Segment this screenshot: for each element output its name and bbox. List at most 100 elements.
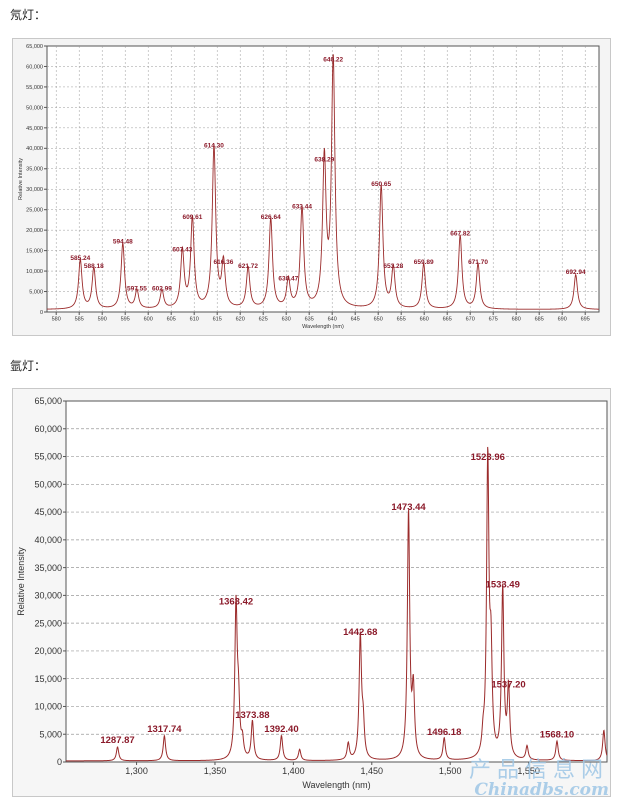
argon-chart-svg: 0 5,000 10,000 15,000 20,000 25,000 30,000 35,0… xyxy=(16,396,608,790)
argon-y-tick-label: 60,000 xyxy=(34,424,62,434)
neon-y-tick-label: 25,000 xyxy=(26,208,43,214)
neon-peak-label: 594.48 xyxy=(113,239,133,246)
neon-x-tick-label: 595 xyxy=(121,317,130,323)
argon-y-axis-label: Relative Intensity xyxy=(16,547,26,616)
argon-x-tick-label: 1,450 xyxy=(361,766,384,776)
neon-chart: 0 5,000 10,000 15,000 20,000 25,000 30,000 35,0… xyxy=(12,38,611,336)
neon-x-tick-label: 620 xyxy=(236,317,245,323)
neon-y-tick-label: 15,000 xyxy=(26,249,43,255)
neon-y-tick-label: 65,000 xyxy=(26,44,43,50)
argon-peak-label: 1363.42 xyxy=(219,596,253,607)
neon-peak-label: 653.28 xyxy=(383,263,403,270)
neon-x-tick-label: 585 xyxy=(75,317,84,323)
neon-y-tick-label: 60,000 xyxy=(26,64,43,70)
neon-y-tick-label: 45,000 xyxy=(26,126,43,132)
neon-x-tick-label: 610 xyxy=(190,317,199,323)
argon-peak-label: 1442.68 xyxy=(343,627,377,638)
argon-plot-area xyxy=(65,400,608,763)
argon-peak-label: 1537.20 xyxy=(491,680,525,691)
neon-y-tick-label: 10,000 xyxy=(26,269,43,275)
neon-heading: 氖灯： xyxy=(10,8,47,22)
neon-peak-label: 633.44 xyxy=(292,204,312,211)
argon-y-tick-label: 35,000 xyxy=(34,563,62,573)
neon-x-tick-label: 665 xyxy=(443,317,452,323)
neon-peak-label: 650.65 xyxy=(371,181,391,188)
argon-peak-label: 1392.40 xyxy=(264,724,298,735)
neon-x-tick-label: 650 xyxy=(374,317,383,323)
argon-x-tick-label: 1,300 xyxy=(125,766,148,776)
neon-peak-label: 692.94 xyxy=(566,269,586,276)
argon-x-tick-label: 1,500 xyxy=(439,766,462,776)
neon-y-tick-label: 0 xyxy=(40,310,43,316)
argon-y-tick-label: 0 xyxy=(57,757,62,767)
neon-peak-label: 616.36 xyxy=(214,259,234,266)
argon-y-tick-label: 5,000 xyxy=(39,729,62,739)
neon-peak-label: 621.72 xyxy=(238,263,258,270)
neon-y-tick-label: 50,000 xyxy=(26,105,43,111)
neon-x-tick-label: 670 xyxy=(466,317,475,323)
neon-peak-label: 607.43 xyxy=(172,247,192,254)
argon-y-tick-label: 15,000 xyxy=(34,674,62,684)
neon-x-tick-label: 615 xyxy=(213,317,222,323)
neon-peak-label: 585.24 xyxy=(70,255,90,262)
neon-x-tick-label: 635 xyxy=(305,317,314,323)
argon-chart: 0 5,000 10,000 15,000 20,000 25,000 30,000 35,0… xyxy=(12,388,611,797)
neon-x-tick-label: 680 xyxy=(512,317,521,323)
argon-y-tick-label: 10,000 xyxy=(34,702,62,712)
argon-peak-label: 1373.88 xyxy=(235,710,269,721)
neon-peak-label: 614.30 xyxy=(204,142,224,149)
argon-y-tick-label: 30,000 xyxy=(34,591,62,601)
argon-y-tick-label: 55,000 xyxy=(34,452,62,462)
argon-y-tick-label: 20,000 xyxy=(34,646,62,656)
watermark-en: Chinadbs.com xyxy=(474,780,609,800)
neon-x-axis-label: Wavelength (nm) xyxy=(302,324,344,330)
neon-x-tick-label: 695 xyxy=(581,317,590,323)
argon-peak-label: 1287.87 xyxy=(100,735,134,746)
argon-peak-label: 1523.96 xyxy=(471,452,505,463)
argon-spectrum-line xyxy=(66,446,607,762)
neon-y-tick-label: 35,000 xyxy=(26,167,43,173)
neon-peak-label: 588.18 xyxy=(84,263,104,270)
neon-peak-label: 597.55 xyxy=(127,286,147,293)
argon-y-tick-label: 40,000 xyxy=(34,535,62,545)
neon-x-tick-label: 675 xyxy=(489,317,498,323)
neon-x-tick-label: 630 xyxy=(282,317,291,323)
neon-peak-label: 602.99 xyxy=(152,286,172,293)
neon-x-tick-label: 690 xyxy=(558,317,567,323)
argon-x-tick-label: 1,400 xyxy=(282,766,305,776)
neon-x-tick-label: 625 xyxy=(259,317,268,323)
neon-y-tick-label: 30,000 xyxy=(26,187,43,193)
neon-x-tick-label: 640 xyxy=(328,317,337,323)
neon-peak-label: 638.29 xyxy=(314,157,334,164)
argon-y-tick-label: 45,000 xyxy=(34,507,62,517)
argon-peak-label: 1496.18 xyxy=(427,727,461,738)
neon-x-tick-label: 645 xyxy=(351,317,360,323)
argon-peak-label: 1473.44 xyxy=(391,502,426,513)
neon-peak-label: 609.61 xyxy=(182,214,202,221)
neon-peak-label: 640.22 xyxy=(323,56,343,63)
neon-y-tick-label: 5,000 xyxy=(29,289,43,295)
argon-x-tick-label: 1,350 xyxy=(204,766,227,776)
argon-y-tick-label: 65,000 xyxy=(34,396,62,406)
neon-peak-label: 671.70 xyxy=(468,259,488,266)
argon-y-tick-label: 50,000 xyxy=(34,479,62,489)
neon-x-tick-label: 580 xyxy=(52,317,61,323)
neon-y-tick-label: 20,000 xyxy=(26,228,43,234)
neon-y-tick-label: 55,000 xyxy=(26,85,43,91)
neon-x-tick-label: 600 xyxy=(144,317,153,323)
argon-x-tick-label: 1,550 xyxy=(517,766,540,776)
neon-x-tick-label: 605 xyxy=(167,317,176,323)
neon-y-axis-label: Relative Intensity xyxy=(18,158,24,200)
argon-y-tick-label: 25,000 xyxy=(34,618,62,628)
neon-peak-label: 667.82 xyxy=(450,230,470,237)
neon-peak-label: 626.64 xyxy=(261,214,281,221)
neon-y-tick-label: 40,000 xyxy=(26,146,43,152)
neon-x-tick-label: 655 xyxy=(397,317,406,323)
neon-spectrum-line xyxy=(47,54,599,310)
argon-peak-label: 1568.10 xyxy=(540,730,574,741)
neon-x-tick-label: 660 xyxy=(420,317,429,323)
watermark: 产品信息网 Chinadbs.com xyxy=(469,760,609,799)
argon-peak-label: 1533.49 xyxy=(486,580,520,591)
neon-x-tick-label: 590 xyxy=(98,317,107,323)
neon-peak-label: 659.89 xyxy=(414,259,434,266)
